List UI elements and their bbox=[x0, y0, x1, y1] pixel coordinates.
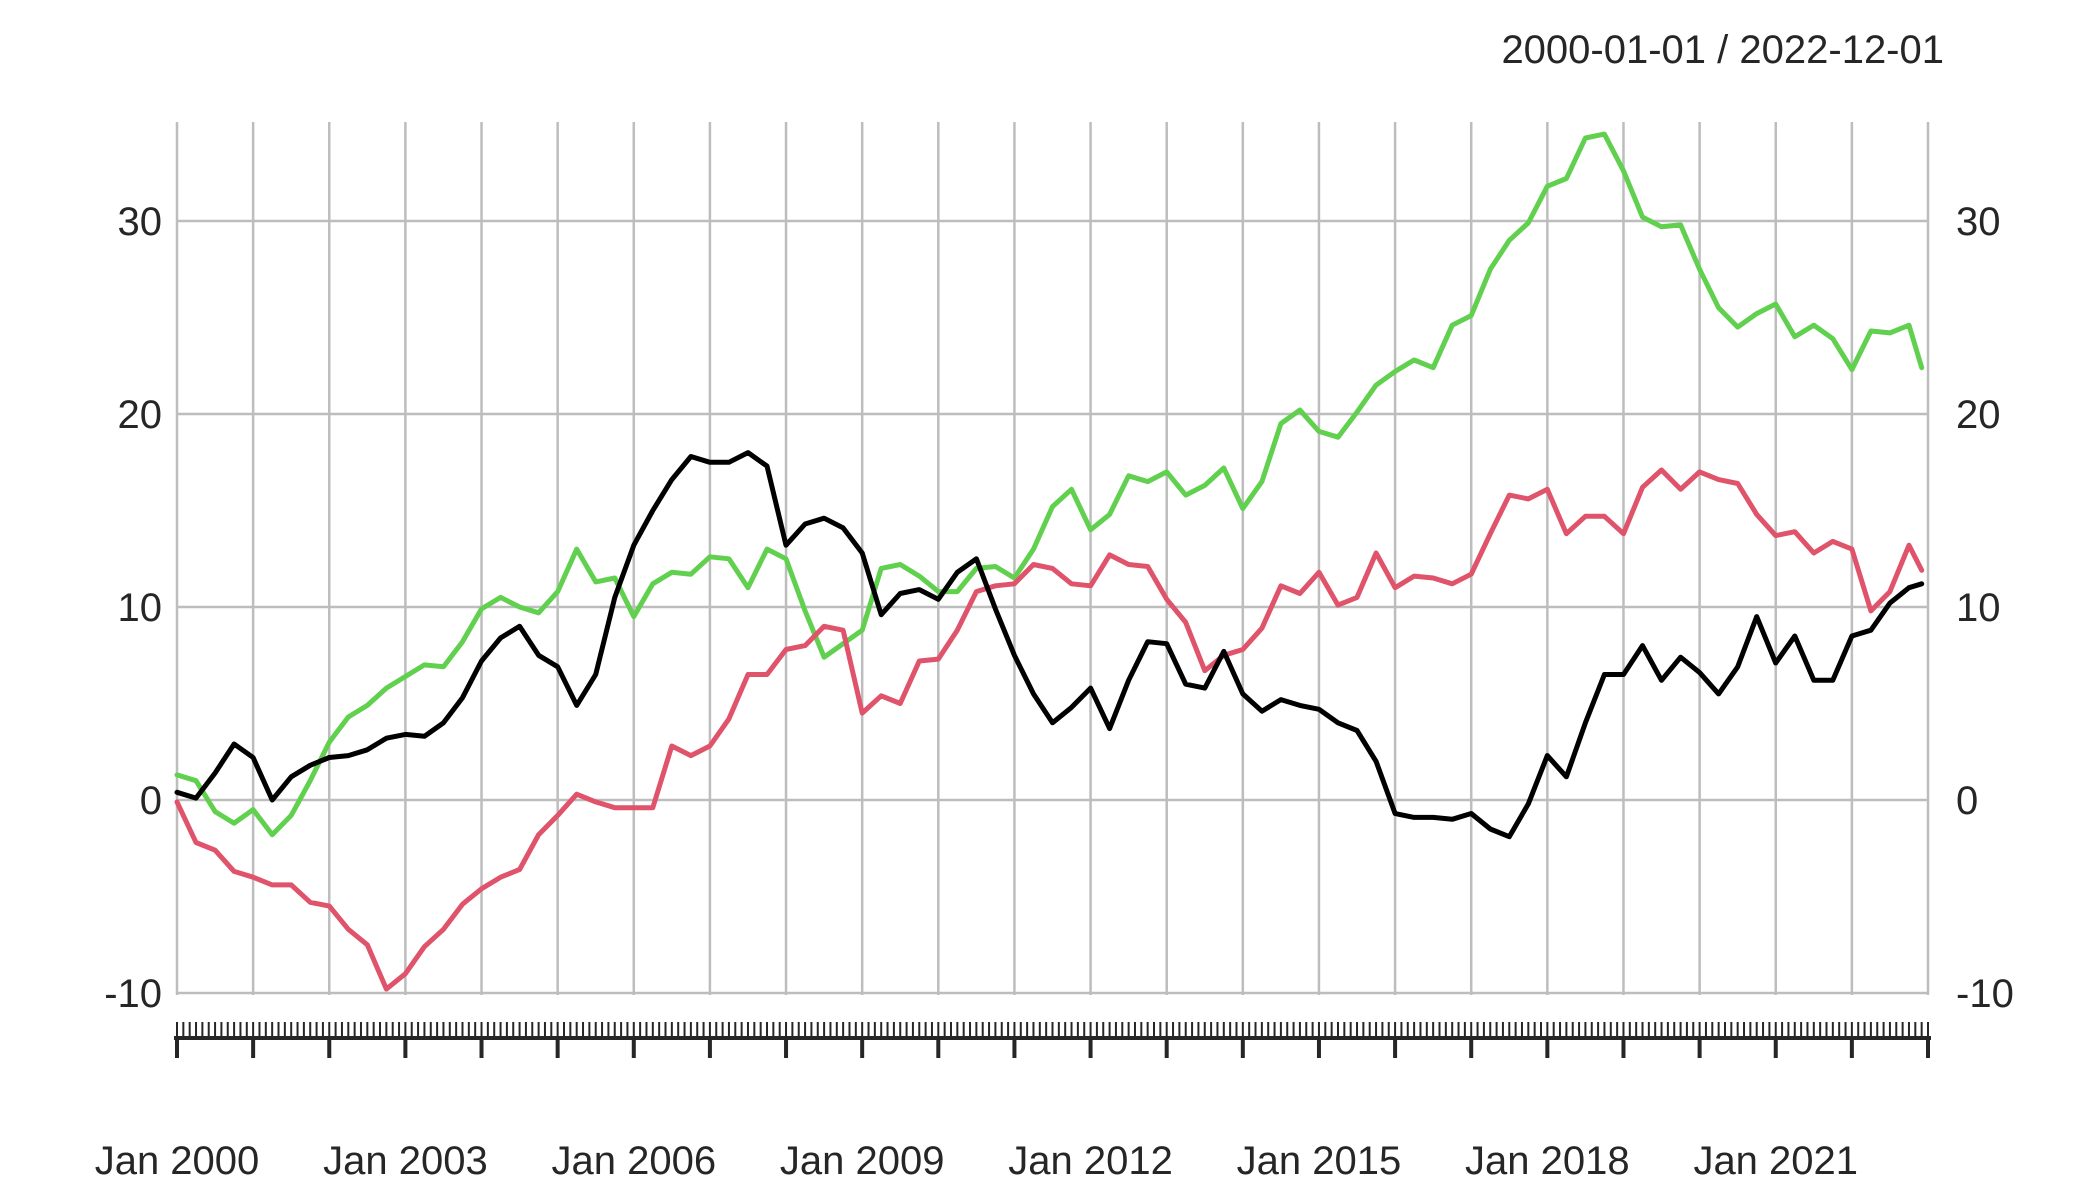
y-axis-label-left: 0 bbox=[140, 779, 162, 823]
y-axis-label-right: 10 bbox=[1956, 586, 2001, 630]
x-axis-label: Jan 2000 bbox=[95, 1139, 260, 1183]
series-red-line bbox=[174, 467, 1925, 992]
y-axis-label-left: -10 bbox=[104, 972, 162, 1016]
x-axis-label: Jan 2006 bbox=[551, 1139, 716, 1183]
x-axis-label: Jan 2009 bbox=[780, 1139, 945, 1183]
x-axis-label: Jan 2015 bbox=[1237, 1139, 1402, 1183]
x-axis-label: Jan 2012 bbox=[1008, 1139, 1173, 1183]
y-axis-label-right: -10 bbox=[1956, 972, 2014, 1016]
x-axis-label: Jan 2018 bbox=[1465, 1139, 1630, 1183]
series-black-line bbox=[174, 450, 1925, 840]
x-axis-label: Jan 2021 bbox=[1693, 1139, 1858, 1183]
y-axis-label-right: 0 bbox=[1956, 779, 1978, 823]
series-green-line bbox=[174, 131, 1925, 838]
date-range-title: 2000-01-01 / 2022-12-01 bbox=[1501, 28, 1944, 72]
x-axis-label: Jan 2003 bbox=[323, 1139, 488, 1183]
y-axis-label-left: 30 bbox=[118, 200, 163, 244]
y-axis-label-left: 20 bbox=[118, 393, 163, 437]
x-axis-major-ticks bbox=[175, 1038, 1930, 1058]
x-axis-minor-ticks bbox=[176, 1022, 1929, 1038]
y-axis-label-right: 20 bbox=[1956, 393, 2001, 437]
y-axis-label-right: 30 bbox=[1956, 200, 2001, 244]
y-axis-label-left: 10 bbox=[118, 586, 163, 630]
